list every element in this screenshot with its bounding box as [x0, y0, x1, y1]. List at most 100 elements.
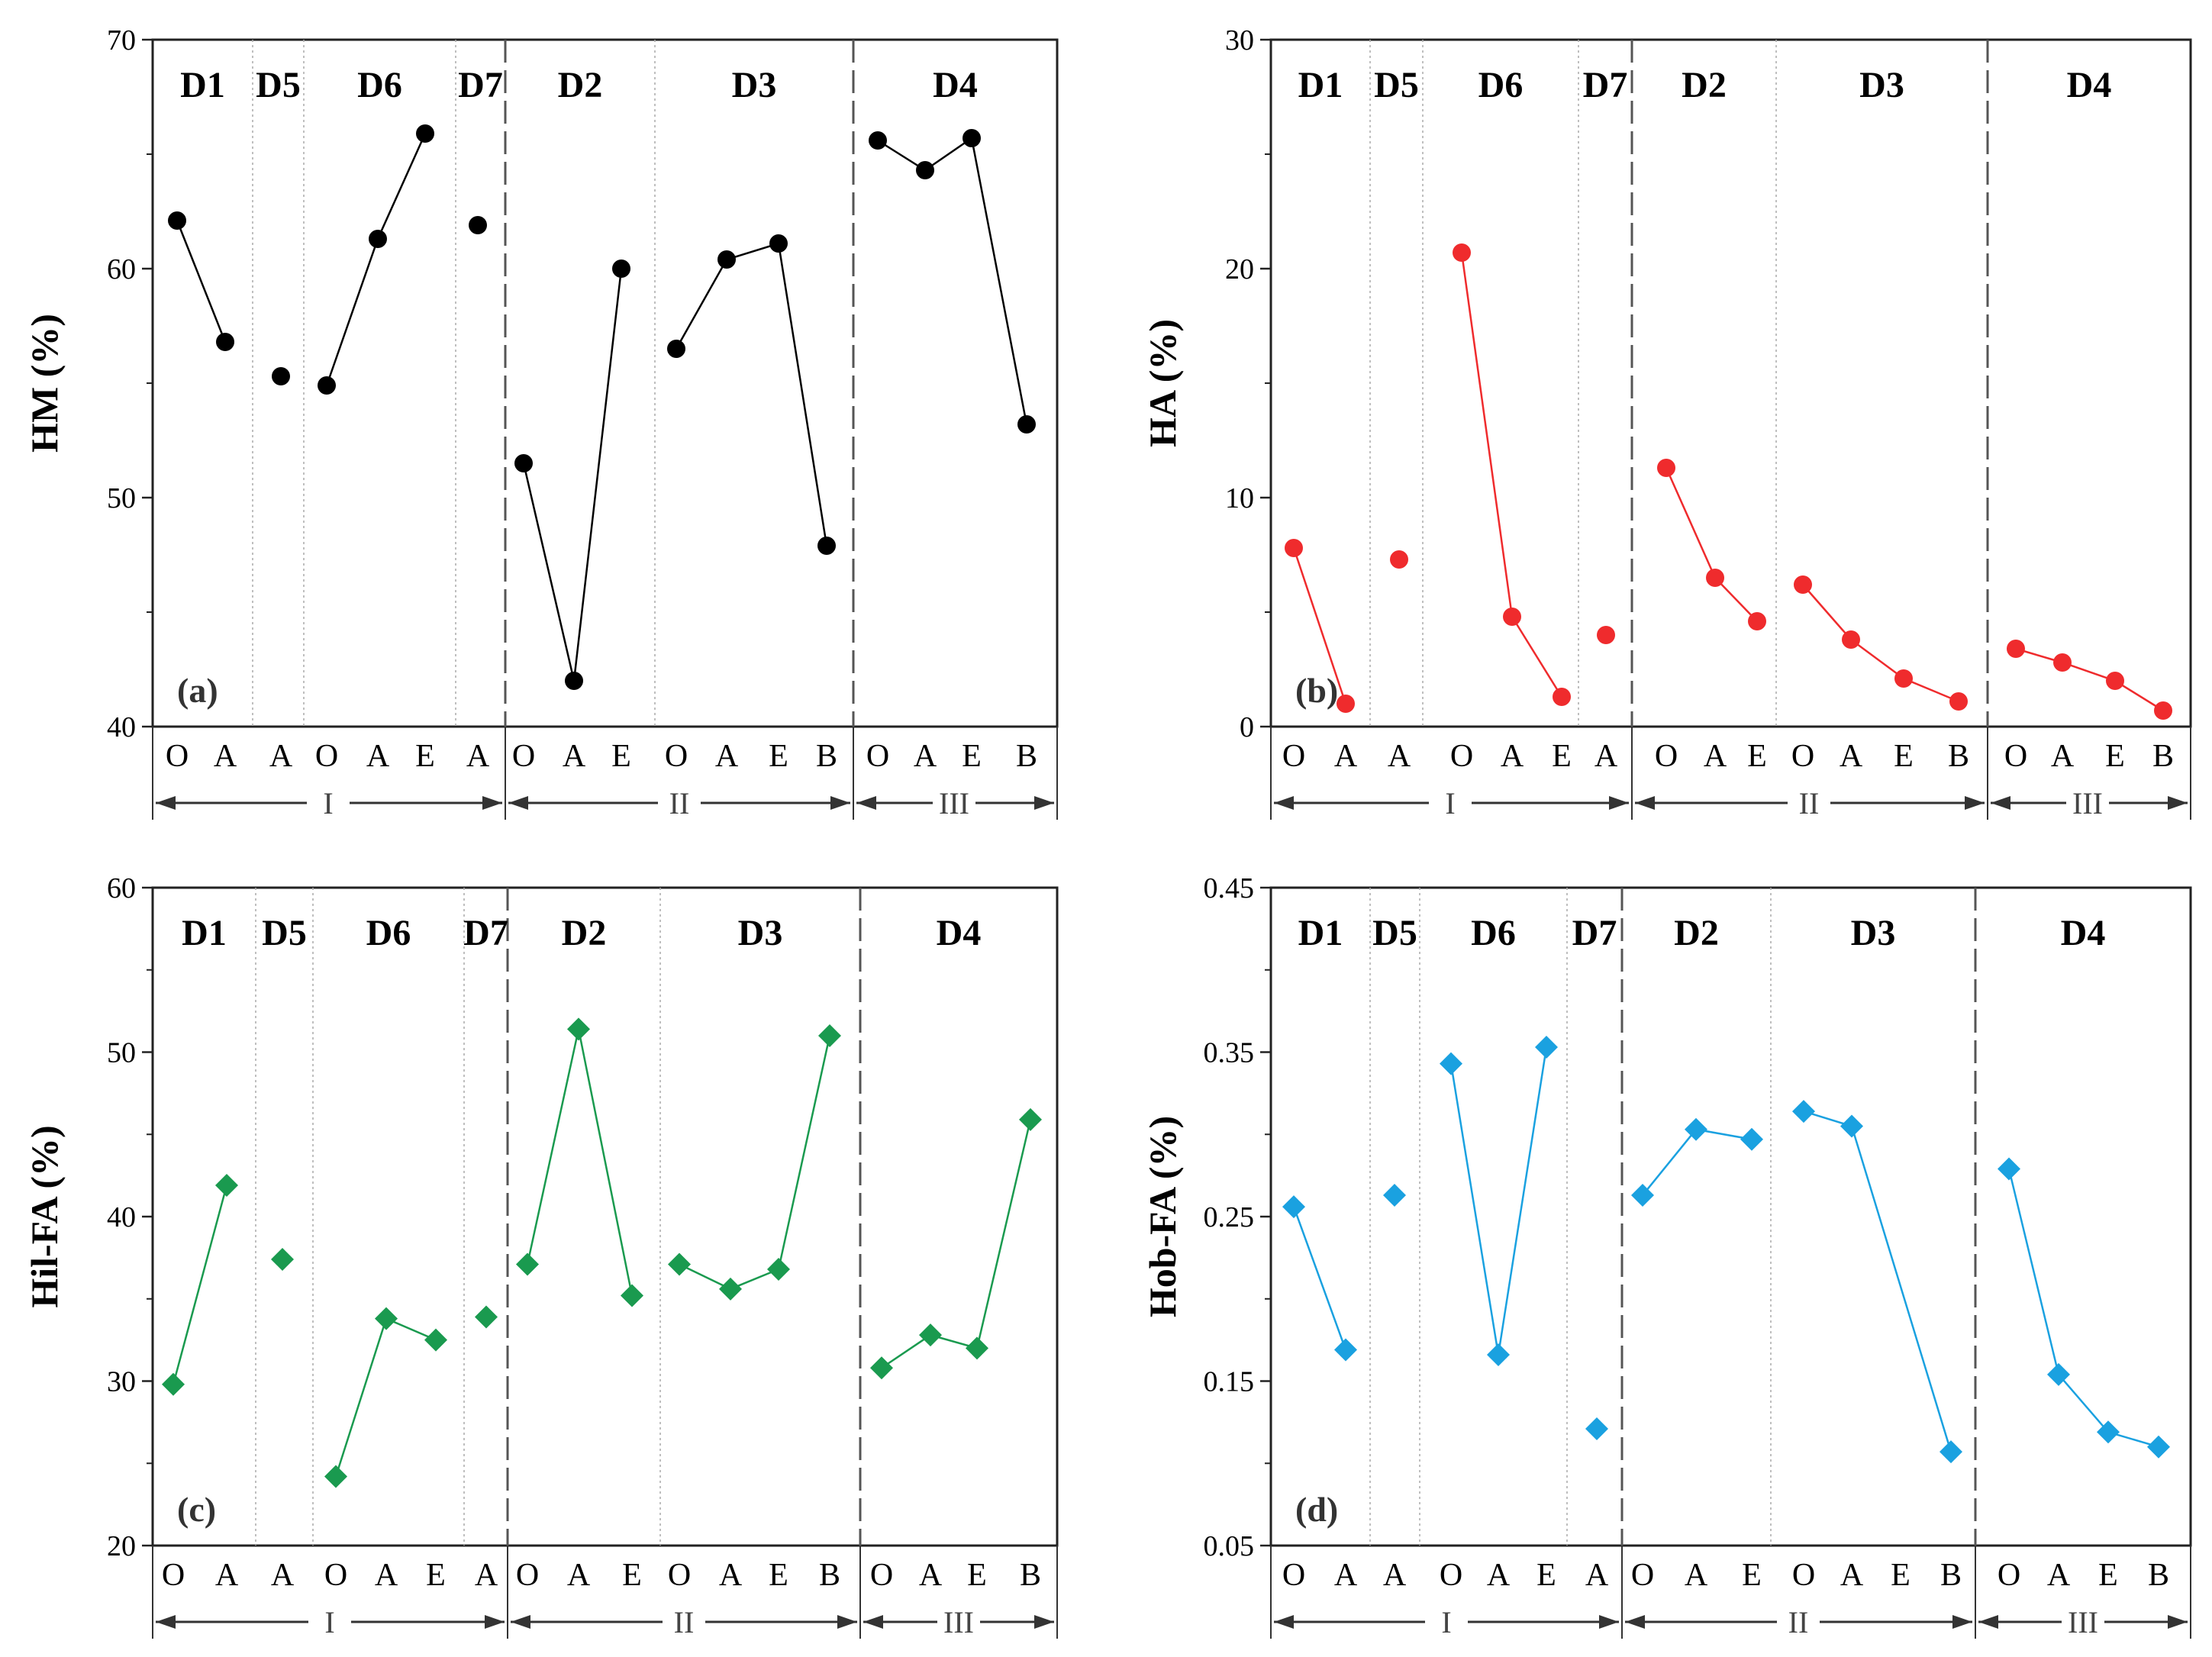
region-label: III [2068, 1605, 2098, 1639]
group-label: D4 [937, 913, 982, 953]
series-line [1460, 252, 1563, 698]
y-tick-label: 50 [107, 1037, 136, 1069]
group-label: D2 [558, 65, 603, 105]
group-label: D4 [2067, 65, 2112, 105]
data-point [1383, 1183, 1406, 1207]
region-arrow-head-right [1034, 1615, 1054, 1629]
region-arrow-head-right [837, 1615, 857, 1629]
category-label: A [1685, 1558, 1708, 1593]
data-point [1748, 612, 1766, 630]
y-tick-label: 0.15 [1204, 1366, 1255, 1398]
group-label: D4 [933, 65, 978, 105]
series-line [675, 242, 828, 546]
category-label: A [567, 1558, 591, 1593]
data-point [1017, 415, 1036, 434]
data-point [2106, 672, 2124, 690]
y-tick-label: 40 [107, 1201, 136, 1233]
data-point [567, 1017, 590, 1041]
category-label: O [665, 739, 688, 774]
series-line [679, 1035, 831, 1291]
category-label: O [1631, 1558, 1654, 1593]
data-point [369, 230, 387, 248]
data-point [1840, 1114, 1863, 1138]
series-line [325, 133, 427, 386]
group-label: D2 [562, 913, 607, 953]
group-label: D3 [1859, 65, 1904, 105]
category-label: A [271, 1558, 295, 1593]
category-label: O [512, 739, 535, 774]
group-label: D3 [738, 913, 783, 953]
category-label: E [1536, 1558, 1556, 1593]
data-point [668, 1252, 691, 1276]
data-point [1503, 608, 1521, 626]
data-point [1585, 1417, 1608, 1440]
data-point [475, 1305, 498, 1329]
group-label: D6 [1471, 913, 1516, 953]
data-point [1334, 1338, 1357, 1362]
category-label: E [415, 739, 435, 774]
plot-frame [151, 38, 1059, 728]
region-label-bg [1429, 786, 1472, 820]
data-point [324, 1465, 347, 1488]
data-point [1792, 1100, 1815, 1123]
group-label: D1 [1298, 913, 1343, 953]
category-label: O [668, 1558, 691, 1593]
y-tick-label: 70 [107, 24, 136, 56]
group-label: D1 [1298, 65, 1343, 105]
panel-label: (a) [177, 671, 218, 710]
data-point [1553, 688, 1571, 706]
series-line [2015, 647, 2164, 712]
group-label: D7 [458, 65, 503, 105]
category-label: O [315, 739, 338, 774]
y-tick-label: 20 [107, 1530, 136, 1562]
region-arrow-head-left [511, 1615, 530, 1629]
data-point [1535, 1036, 1558, 1059]
region-label-bg [1777, 1605, 1820, 1639]
data-point [1842, 630, 1860, 649]
category-label: B [1948, 739, 1969, 774]
category-label: E [611, 739, 631, 774]
region-label-bg [1788, 786, 1830, 820]
y-tick-label: 10 [1225, 482, 1254, 514]
data-point [271, 1248, 294, 1272]
data-point [719, 1277, 742, 1301]
data-point [1019, 1107, 1042, 1131]
y-axis-label: Hil-FA (%) [23, 1125, 66, 1307]
region-label-bg [2062, 1605, 2104, 1639]
data-point [869, 131, 887, 150]
region-arrow-head-right [1965, 796, 1985, 810]
region-label: III [2072, 786, 2103, 820]
category-label: O [516, 1558, 539, 1593]
region-label-bg [2066, 786, 2109, 820]
group-label: D3 [1851, 913, 1896, 953]
data-point [215, 1174, 238, 1198]
category-label: A [2051, 739, 2075, 774]
data-point [717, 250, 736, 269]
group-label: D7 [1572, 913, 1617, 953]
category-label: E [1742, 1558, 1762, 1593]
data-point [817, 537, 836, 555]
category-label: A [719, 1558, 743, 1593]
series-line [1802, 584, 1959, 703]
category-label: A [366, 739, 390, 774]
group-label: D7 [1583, 65, 1628, 105]
category-label: E [1552, 739, 1572, 774]
region-label: I [324, 1605, 334, 1639]
data-point [966, 1336, 988, 1360]
y-tick-label: 30 [107, 1366, 136, 1398]
group-label: D6 [366, 913, 411, 953]
category-label: A [919, 1558, 943, 1593]
data-point [1894, 669, 1913, 688]
category-label: O [1998, 1558, 2020, 1593]
region-arrow-head-right [830, 796, 850, 810]
data-point [1706, 569, 1724, 587]
region-arrow-head-left [1978, 1615, 1998, 1629]
category-label: B [1016, 739, 1037, 774]
group-label: D5 [256, 65, 301, 105]
data-point [919, 1323, 942, 1347]
region-arrow-head-right [2168, 796, 2188, 810]
category-label: O [2004, 739, 2027, 774]
y-tick-label: 0.45 [1204, 872, 1255, 904]
group-label: D4 [2061, 913, 2106, 953]
